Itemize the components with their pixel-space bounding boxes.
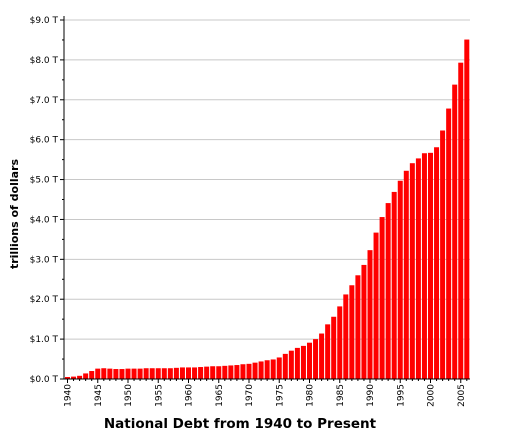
y-tick-label: $8.0 T xyxy=(30,56,59,66)
bar-1950 xyxy=(125,368,131,379)
x-tick-label: 1940 xyxy=(64,384,74,407)
bar-1954 xyxy=(149,368,155,379)
bar-1947 xyxy=(107,368,113,379)
bar-2002 xyxy=(440,130,446,379)
x-tick-label: 1960 xyxy=(185,384,195,407)
bar-1960 xyxy=(186,367,191,379)
bar-1978 xyxy=(294,347,300,379)
bar-1985 xyxy=(337,306,343,379)
bar-1996 xyxy=(403,170,409,379)
y-tick-label: $0.0 T xyxy=(30,375,59,385)
bar-1997 xyxy=(409,163,415,379)
bar-1948 xyxy=(113,369,119,379)
bar-1953 xyxy=(143,368,149,379)
bar-1945 xyxy=(95,368,101,379)
x-ticks: 1940 1945 1950 1955 1960 1965 1970 1975 1980 1985… xyxy=(64,379,468,407)
bar-1995 xyxy=(397,180,403,379)
axes xyxy=(63,16,470,380)
bar-2001 xyxy=(434,147,440,379)
bar-2003 xyxy=(446,108,452,380)
bar-1986 xyxy=(343,294,349,379)
bar-1961 xyxy=(192,367,198,379)
y-axis-label: trillions of dollars xyxy=(8,159,21,270)
bar-1999 xyxy=(421,153,427,379)
x-tick-label: 1990 xyxy=(366,384,376,407)
bar-1965 xyxy=(216,366,222,379)
bar-1981 xyxy=(313,339,319,379)
bar-1982 xyxy=(319,333,325,379)
bar-1958 xyxy=(173,367,179,379)
bar-1941 xyxy=(71,376,77,379)
bar-1990 xyxy=(367,250,373,379)
bar-1991 xyxy=(373,232,379,379)
bar-1966 xyxy=(222,365,228,379)
bar-2000 xyxy=(428,152,433,379)
bar-1977 xyxy=(288,350,294,379)
bar-1973 xyxy=(264,360,270,379)
bar-1979 xyxy=(300,345,306,379)
bar-1952 xyxy=(137,368,143,379)
bar-1994 xyxy=(391,191,397,379)
bar-1959 xyxy=(179,367,185,379)
x-tick-label: 1980 xyxy=(306,384,316,407)
y-ticks: $0.0 T $1.0 T $2.0 T $3.0 T $4.0 T $5.0 T $6.0… xyxy=(30,16,64,385)
bar-1967 xyxy=(228,365,234,379)
bar-1998 xyxy=(415,158,421,379)
bar-1951 xyxy=(131,368,137,379)
bar-1944 xyxy=(89,371,95,379)
x-tick-label: 2005 xyxy=(457,384,467,407)
bar-1988 xyxy=(355,275,361,379)
bar-1976 xyxy=(282,353,288,379)
y-tick-label: $2.0 T xyxy=(30,295,59,305)
bar-1957 xyxy=(167,368,173,379)
bar-1970 xyxy=(246,363,252,379)
x-tick-label: 1995 xyxy=(396,384,406,407)
bar-1974 xyxy=(270,359,276,379)
x-tick-label: 2000 xyxy=(427,384,437,407)
x-tick-label: 1965 xyxy=(215,384,225,407)
bar-1963 xyxy=(204,366,210,379)
bar-1968 xyxy=(234,365,240,379)
bar-1949 xyxy=(119,369,125,379)
bar-1992 xyxy=(379,217,385,379)
y-tick-label: $4.0 T xyxy=(30,215,59,225)
bar-1980 xyxy=(307,342,312,379)
y-tick-label: $1.0 T xyxy=(30,335,59,345)
bar-1940 xyxy=(65,377,70,379)
y-tick-label: $7.0 T xyxy=(30,96,59,106)
chart-title: National Debt from 1940 to Present xyxy=(104,416,377,432)
bar-1962 xyxy=(198,367,204,379)
x-tick-label: 1950 xyxy=(124,384,134,407)
bars xyxy=(65,39,470,380)
bar-1983 xyxy=(325,324,331,379)
x-tick-label: 1985 xyxy=(336,384,346,407)
bar-1946 xyxy=(101,368,107,379)
y-tick-label: $5.0 T xyxy=(30,176,59,186)
bar-1955 xyxy=(155,368,161,379)
x-tick-label: 1970 xyxy=(245,384,255,407)
bar-1972 xyxy=(258,361,264,379)
bar-1993 xyxy=(385,203,391,379)
bar-2005 xyxy=(458,62,464,380)
x-tick-label: 1975 xyxy=(275,384,285,407)
bar-1956 xyxy=(161,368,167,379)
bar-1984 xyxy=(331,316,337,379)
bar-1964 xyxy=(210,366,216,379)
bar-1975 xyxy=(276,357,282,379)
bar-1971 xyxy=(252,362,258,379)
bar-1989 xyxy=(361,264,367,379)
x-tick-label: 1945 xyxy=(94,384,104,407)
x-tick-label: 1955 xyxy=(154,384,164,407)
y-tick-label: $3.0 T xyxy=(30,255,59,265)
bar-1943 xyxy=(83,373,89,379)
bar-1942 xyxy=(77,375,83,379)
bar-1969 xyxy=(240,364,246,379)
bar-2006 xyxy=(464,39,470,380)
bar-1987 xyxy=(349,285,355,379)
y-tick-label: $6.0 T xyxy=(30,136,59,146)
y-tick-label: $9.0 T xyxy=(30,16,59,26)
bar-2004 xyxy=(452,84,458,380)
gridlines xyxy=(64,19,470,340)
